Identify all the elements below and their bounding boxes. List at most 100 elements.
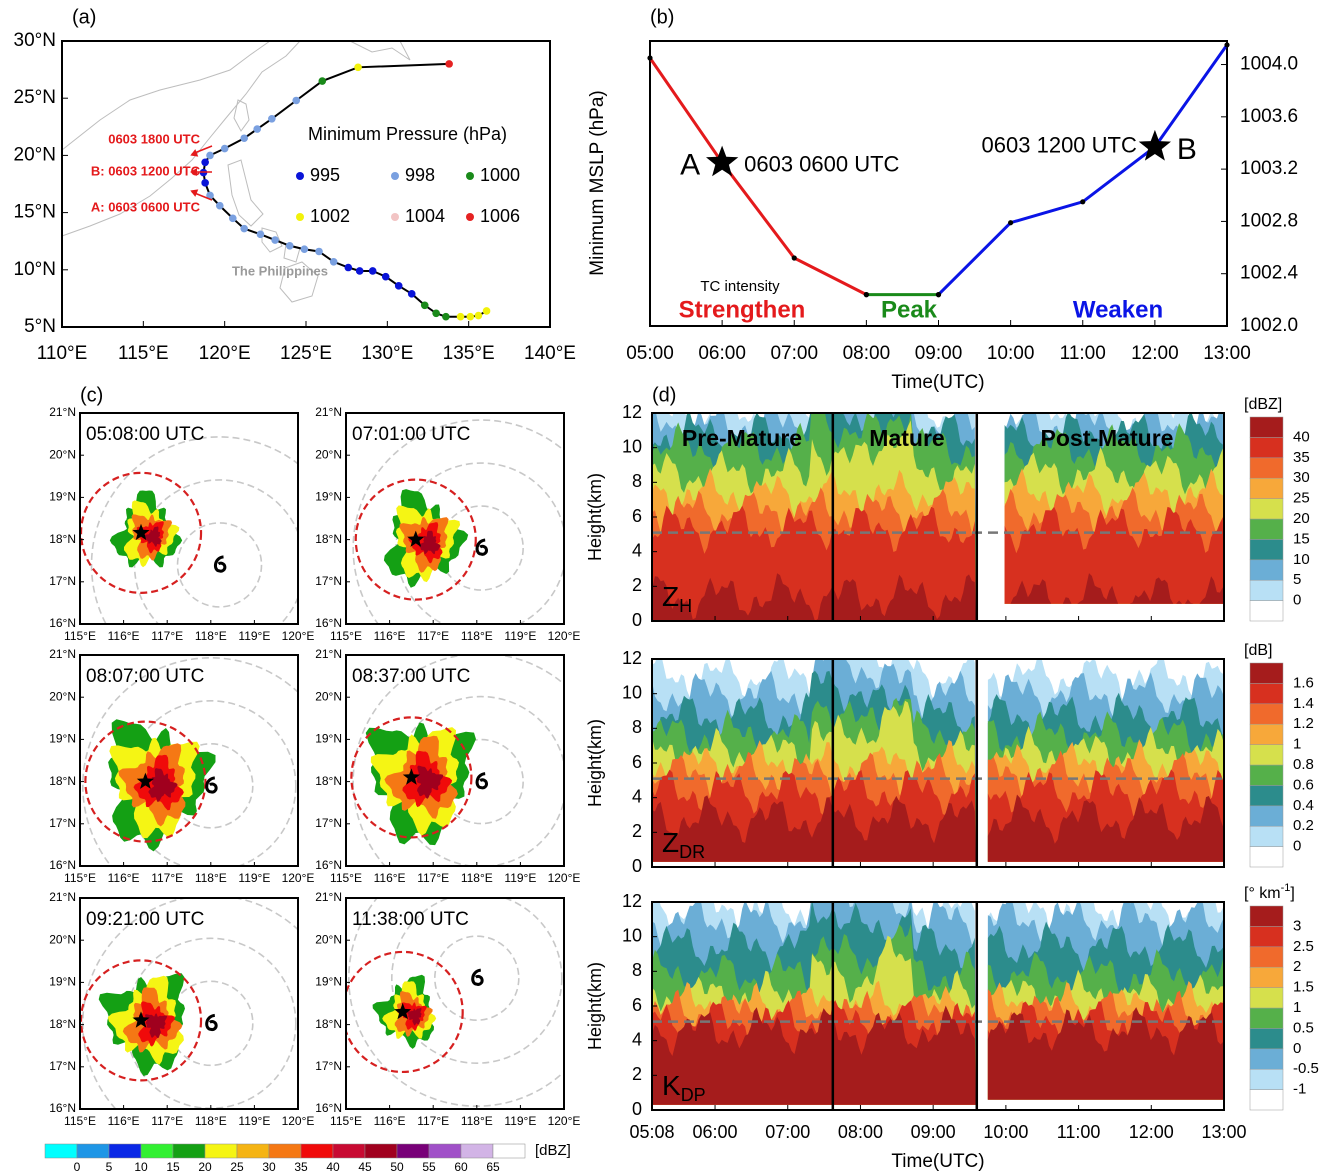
center-star <box>407 530 425 547</box>
track-point <box>474 311 483 320</box>
colorbar-label: 45 <box>358 1160 372 1174</box>
x-tick-label: 116°E <box>374 871 406 885</box>
legend-swatch <box>466 172 474 180</box>
track-point <box>355 267 364 275</box>
y-tick-label: 20°N <box>49 447 76 461</box>
track-point <box>206 151 214 160</box>
track-point <box>256 230 265 239</box>
y-tick-label: 17°N <box>49 1059 76 1073</box>
island <box>233 99 250 132</box>
contour-field <box>652 902 1224 1105</box>
colorbar-box <box>1249 600 1284 622</box>
center-star <box>132 1011 150 1028</box>
x-tick-label: 115°E <box>64 629 96 643</box>
y-tick-label: 21°N <box>315 647 342 661</box>
colorbar-label: 0.8 <box>1293 756 1314 773</box>
colorbar-label: 0.2 <box>1293 817 1314 834</box>
y-tick-label: 21°N <box>315 890 342 904</box>
colorbar-label: 20 <box>198 1160 212 1174</box>
colorbar-label: 50 <box>390 1160 404 1174</box>
series-line <box>648 57 868 296</box>
range-ring <box>438 738 524 825</box>
track-point <box>344 263 353 272</box>
colorbar-label: 0 <box>1293 838 1301 855</box>
colorbar-label: 10 <box>134 1160 148 1174</box>
colorbar-label: 20 <box>1293 510 1310 527</box>
y-tick-label: 10 <box>622 436 642 456</box>
colorbar-box <box>236 1143 270 1159</box>
y-tick-label: 19°N <box>49 490 76 504</box>
colorbar-box <box>108 1143 142 1159</box>
y-tick-label: 16°N <box>315 1101 342 1115</box>
x-tick-label: 06:00 <box>693 1122 738 1142</box>
track-point <box>300 245 309 254</box>
y-tick-label: 17°N <box>315 574 342 588</box>
colorbar-label: 3 <box>1293 917 1301 934</box>
y-tick-label: 1003.2 <box>1240 158 1298 179</box>
colorbar-box <box>1249 539 1284 561</box>
track-point <box>420 301 429 310</box>
x-tick-label: 09:00 <box>915 343 963 364</box>
y-tick-label: 4 <box>632 786 642 806</box>
colorbar-label: 40 <box>1293 428 1310 445</box>
track-point <box>201 179 209 187</box>
x-tick-label: 140°E <box>524 343 576 364</box>
legend-label: Peak <box>881 296 938 323</box>
colorbar-label: 1 <box>1293 736 1301 753</box>
x-tick-label: 116°E <box>108 629 140 643</box>
x-tick-label: 116°E <box>374 629 406 643</box>
y-tick-label: 4 <box>632 1029 642 1049</box>
colorbar-unit-text: [° km <box>1244 885 1281 902</box>
x-tick-label: 07:00 <box>770 343 818 364</box>
x-tick-label: 120°E <box>548 629 581 643</box>
contour-field <box>652 413 1224 621</box>
colorbar-box <box>1249 498 1284 520</box>
colorbar-box <box>1249 662 1284 684</box>
track-point <box>381 272 390 281</box>
range-ring <box>391 898 563 1064</box>
y-tick-label: 16°N <box>49 616 76 630</box>
contour-level <box>652 1005 976 1105</box>
y-tick-label: 0 <box>632 610 642 630</box>
y-tick-label: 1002.8 <box>1240 210 1298 231</box>
radius-ring <box>80 959 203 1082</box>
colorbar-label: 15 <box>1293 530 1310 547</box>
event-time: 0603 0600 UTC <box>744 151 899 176</box>
panel-title: 08:07:00 UTC <box>86 666 204 687</box>
colorbar-label: 1.4 <box>1293 695 1314 712</box>
panel-title: 08:37:00 UTC <box>352 666 470 687</box>
x-tick-label: 120°E <box>282 1114 315 1128</box>
track-point <box>482 307 491 315</box>
x-axis-label: Time(UTC) <box>891 1151 984 1172</box>
y-tick-label: 18°N <box>49 774 76 788</box>
echo <box>416 765 444 799</box>
track-point <box>442 312 450 321</box>
event-star <box>706 145 739 177</box>
panel-frame <box>345 897 565 1110</box>
y-axis-label: Height(km) <box>585 719 605 807</box>
y-tick-label: 12 <box>622 648 642 668</box>
colorbar-label: 55 <box>422 1160 436 1174</box>
series-point <box>1224 42 1230 48</box>
contour-level <box>652 795 976 862</box>
colorbar-box <box>428 1143 462 1159</box>
radius-ring <box>80 471 203 594</box>
y-tick-label: 10°N <box>14 259 56 280</box>
colorbar-label: 35 <box>1293 449 1310 466</box>
colorbar-label: 40 <box>326 1160 340 1174</box>
track-point <box>271 236 279 244</box>
y-tick-label: 5°N <box>24 316 56 337</box>
range-ring <box>433 935 520 1021</box>
y-tick-label: 18°N <box>49 532 76 546</box>
radius-ring <box>346 950 464 1074</box>
colorbar-box <box>1249 846 1284 868</box>
x-tick-label: 05:00 <box>626 343 674 364</box>
x-tick-label: 119°E <box>504 871 536 885</box>
radar-panel <box>350 655 564 866</box>
x-tick-label: 117°E <box>417 629 449 643</box>
y-tick-label: 0 <box>632 1099 642 1119</box>
panel-title: 11:38:00 UTC <box>352 909 469 930</box>
colorbar-box <box>76 1143 110 1159</box>
x-tick-label: 116°E <box>108 871 140 885</box>
